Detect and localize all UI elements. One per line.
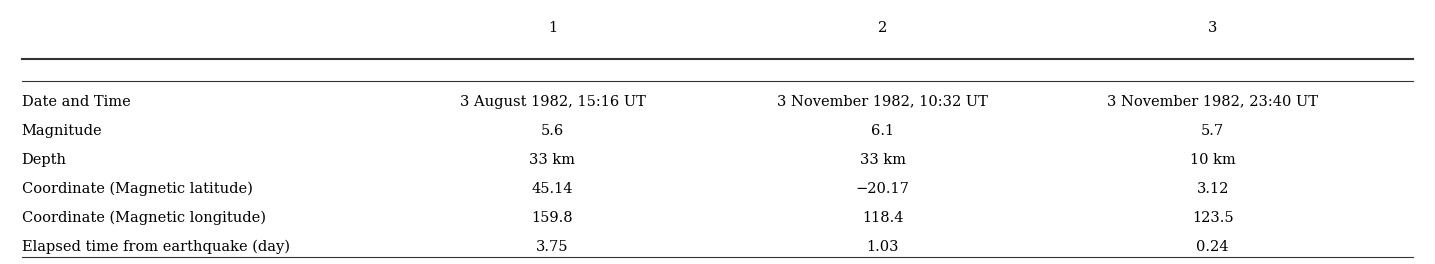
Text: 33 km: 33 km xyxy=(530,153,575,167)
Text: 3.12: 3.12 xyxy=(1197,182,1228,196)
Text: 5.7: 5.7 xyxy=(1201,124,1224,138)
Text: Date and Time: Date and Time xyxy=(22,95,131,109)
Text: 2: 2 xyxy=(878,21,887,35)
Text: 10 km: 10 km xyxy=(1190,153,1236,167)
Text: 123.5: 123.5 xyxy=(1191,211,1234,225)
Text: 1: 1 xyxy=(548,21,557,35)
Text: Elapsed time from earthquake (day): Elapsed time from earthquake (day) xyxy=(22,240,290,254)
Text: 33 km: 33 km xyxy=(860,153,905,167)
Text: 5.6: 5.6 xyxy=(541,124,564,138)
Text: Depth: Depth xyxy=(22,153,66,167)
Text: 6.1: 6.1 xyxy=(871,124,894,138)
Text: 1.03: 1.03 xyxy=(867,240,898,254)
Text: −20.17: −20.17 xyxy=(855,182,910,196)
Text: 3: 3 xyxy=(1208,21,1217,35)
Text: Coordinate (Magnetic latitude): Coordinate (Magnetic latitude) xyxy=(22,182,253,196)
Text: 45.14: 45.14 xyxy=(532,182,573,196)
Text: Magnitude: Magnitude xyxy=(22,124,102,138)
Text: 3 November 1982, 10:32 UT: 3 November 1982, 10:32 UT xyxy=(778,95,987,109)
Text: 3 August 1982, 15:16 UT: 3 August 1982, 15:16 UT xyxy=(459,95,646,109)
Text: Coordinate (Magnetic longitude): Coordinate (Magnetic longitude) xyxy=(22,211,265,225)
Text: 3 November 1982, 23:40 UT: 3 November 1982, 23:40 UT xyxy=(1106,95,1319,109)
Text: 118.4: 118.4 xyxy=(862,211,903,225)
Text: 3.75: 3.75 xyxy=(537,240,568,254)
Text: 0.24: 0.24 xyxy=(1197,240,1228,254)
Text: 159.8: 159.8 xyxy=(531,211,574,225)
